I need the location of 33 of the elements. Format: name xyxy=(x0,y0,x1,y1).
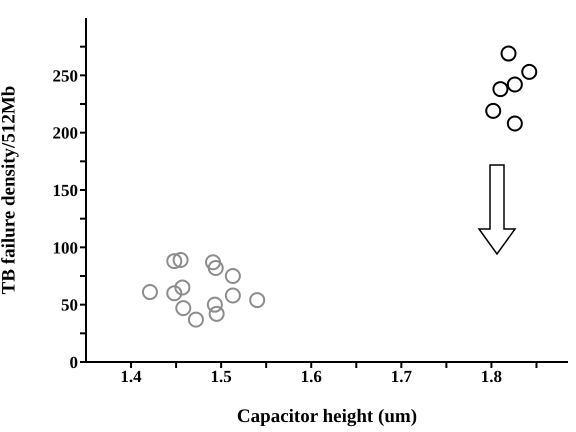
point xyxy=(188,312,204,328)
point xyxy=(166,253,182,270)
x-tick-label: 1.4 xyxy=(120,367,142,386)
x-tick-label: 1.6 xyxy=(300,367,322,386)
y-tick-label: 50 xyxy=(61,296,78,315)
x-tick-label: 1.7 xyxy=(390,367,412,386)
x-tick-label: 1.5 xyxy=(210,367,232,386)
point xyxy=(208,260,224,276)
point xyxy=(175,300,192,316)
point xyxy=(249,292,266,308)
point xyxy=(492,81,508,98)
point xyxy=(500,46,517,62)
point xyxy=(224,287,241,304)
point xyxy=(506,76,523,93)
y-tick-label: 100 xyxy=(52,238,78,258)
point xyxy=(142,284,158,300)
y-axis-title: TB failure density/512Mb xyxy=(0,86,20,294)
point xyxy=(506,115,523,132)
point xyxy=(205,254,222,270)
point xyxy=(174,279,190,296)
point xyxy=(172,252,189,268)
y-tick-label: 250 xyxy=(52,66,78,86)
point xyxy=(208,306,225,322)
point xyxy=(206,296,223,313)
point xyxy=(224,268,241,284)
x-axis-title: Capacitor height (um) xyxy=(236,406,418,427)
x-tick-label: 1.8 xyxy=(480,367,502,386)
y-tick-label: 0 xyxy=(70,353,78,372)
y-tick-label: 150 xyxy=(52,181,78,200)
point xyxy=(521,64,538,80)
point xyxy=(166,285,182,302)
point xyxy=(485,102,502,119)
y-tick-label: 200 xyxy=(52,124,78,143)
